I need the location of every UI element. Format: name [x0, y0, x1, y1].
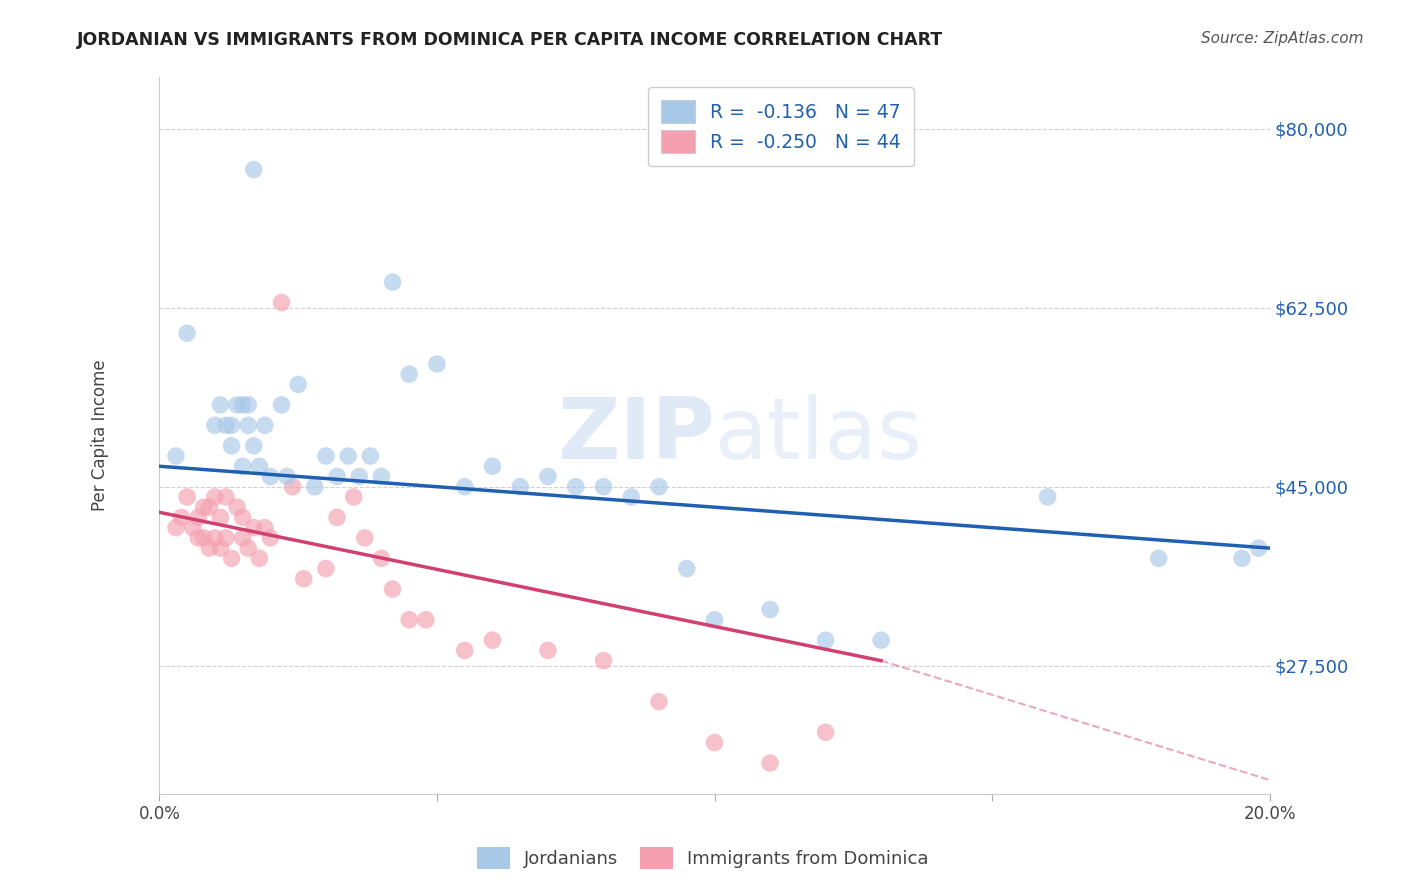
Point: [253, 521, 276, 535]
Point: [398, 613, 420, 627]
Y-axis label: Per Capita Income: Per Capita Income: [91, 359, 110, 511]
Point: [337, 449, 360, 463]
Point: [215, 490, 238, 504]
Point: [242, 521, 264, 535]
Point: [221, 439, 243, 453]
Text: ZIP: ZIP: [557, 394, 714, 477]
Point: [187, 510, 209, 524]
Point: [215, 531, 238, 545]
Point: [187, 531, 209, 545]
Point: [193, 500, 215, 515]
Point: [370, 551, 392, 566]
Point: [703, 735, 725, 749]
Point: [1247, 541, 1270, 555]
Point: [381, 275, 404, 289]
Point: [165, 521, 187, 535]
Legend: Jordanians, Immigrants from Dominica: Jordanians, Immigrants from Dominica: [470, 839, 936, 876]
Point: [276, 469, 298, 483]
Point: [287, 377, 309, 392]
Point: [648, 480, 671, 494]
Point: [870, 633, 893, 648]
Point: [620, 490, 643, 504]
Point: [814, 633, 837, 648]
Point: [232, 459, 254, 474]
Point: [292, 572, 315, 586]
Point: [370, 469, 392, 483]
Point: [703, 613, 725, 627]
Point: [232, 510, 254, 524]
Point: [170, 510, 193, 524]
Point: [242, 162, 264, 177]
Point: [759, 602, 782, 616]
Point: [215, 418, 238, 433]
Point: [398, 367, 420, 381]
Point: [181, 521, 204, 535]
Point: [198, 541, 221, 555]
Point: [592, 654, 614, 668]
Point: [415, 613, 437, 627]
Point: [209, 398, 232, 412]
Point: [238, 398, 260, 412]
Point: [176, 326, 198, 341]
Point: [209, 510, 232, 524]
Point: [259, 469, 281, 483]
Point: [221, 418, 243, 433]
Point: [454, 480, 477, 494]
Point: [315, 449, 337, 463]
Point: [270, 295, 292, 310]
Point: [176, 490, 198, 504]
Point: [381, 582, 404, 596]
Point: [232, 398, 254, 412]
Point: [454, 643, 477, 657]
Point: [247, 551, 270, 566]
Point: [347, 469, 370, 483]
Point: [481, 459, 503, 474]
Point: [238, 541, 260, 555]
Text: Source: ZipAtlas.com: Source: ZipAtlas.com: [1201, 31, 1364, 46]
Point: [814, 725, 837, 739]
Point: [343, 490, 366, 504]
Point: [242, 439, 264, 453]
Point: [221, 551, 243, 566]
Text: atlas: atlas: [714, 394, 922, 477]
Point: [204, 490, 226, 504]
Point: [537, 469, 560, 483]
Point: [281, 480, 304, 494]
Point: [209, 541, 232, 555]
Point: [509, 480, 531, 494]
Point: [226, 398, 249, 412]
Point: [426, 357, 449, 371]
Point: [198, 500, 221, 515]
Point: [270, 398, 292, 412]
Point: [204, 418, 226, 433]
Point: [537, 643, 560, 657]
Point: [675, 561, 697, 575]
Point: [259, 531, 281, 545]
Text: JORDANIAN VS IMMIGRANTS FROM DOMINICA PER CAPITA INCOME CORRELATION CHART: JORDANIAN VS IMMIGRANTS FROM DOMINICA PE…: [77, 31, 943, 49]
Point: [247, 459, 270, 474]
Point: [238, 418, 260, 433]
Point: [564, 480, 586, 494]
Point: [592, 480, 614, 494]
Point: [648, 695, 671, 709]
Point: [204, 531, 226, 545]
Point: [359, 449, 381, 463]
Point: [326, 510, 349, 524]
Point: [253, 418, 276, 433]
Legend: R =  -0.136   N = 47, R =  -0.250   N = 44: R = -0.136 N = 47, R = -0.250 N = 44: [648, 87, 914, 166]
Point: [481, 633, 503, 648]
Point: [304, 480, 326, 494]
Point: [232, 531, 254, 545]
Point: [1230, 551, 1253, 566]
Point: [193, 531, 215, 545]
Point: [1147, 551, 1170, 566]
Point: [226, 500, 249, 515]
Point: [759, 756, 782, 770]
Point: [165, 449, 187, 463]
Point: [326, 469, 349, 483]
Point: [1036, 490, 1059, 504]
Point: [353, 531, 375, 545]
Point: [315, 561, 337, 575]
